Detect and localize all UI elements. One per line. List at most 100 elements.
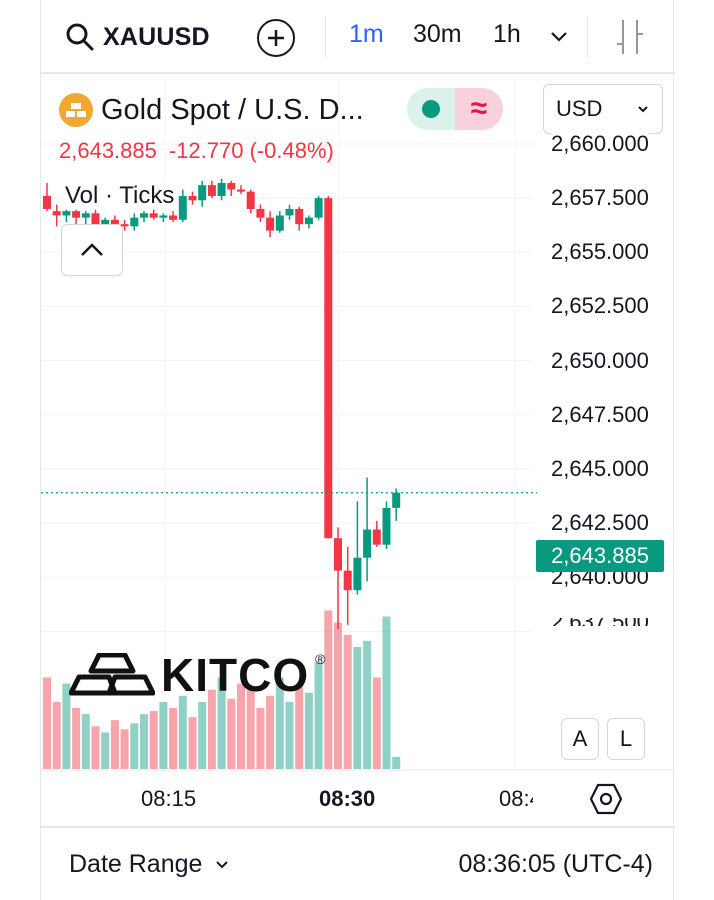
volume-bar: [314, 662, 323, 769]
price-axis-label: 2,647.500: [551, 401, 649, 428]
chevron-down-icon: [216, 860, 229, 868]
candle-body: [217, 182, 226, 196]
candle-body: [324, 198, 333, 539]
candle-body: [275, 215, 284, 231]
volume-bar: [295, 686, 304, 769]
chevron-down-icon[interactable]: [549, 26, 569, 46]
price-axis-label: 2,650.000: [551, 347, 649, 374]
volume-bar: [372, 677, 381, 769]
candle-body: [207, 185, 216, 196]
candle-body: [372, 529, 381, 545]
candle-body: [81, 213, 90, 218]
volume-bar: [169, 708, 178, 769]
candle-body: [198, 185, 207, 201]
log-scale-button[interactable]: L: [607, 718, 645, 760]
volume-bar: [246, 689, 255, 769]
candle-body: [159, 215, 168, 218]
status-dot-icon: [422, 100, 440, 118]
symbol-search[interactable]: XAUUSD: [65, 18, 210, 56]
candle-body: [101, 219, 110, 225]
volume-bar: [207, 689, 216, 769]
top-toolbar: XAUUSD 1m 30m 1h: [41, 0, 675, 74]
currency-value: USD: [556, 96, 603, 121]
chart-pane[interactable]: Gold Spot / U.S. D... ≈ USD 2,643.885 -1…: [41, 76, 675, 824]
volume-bar: [62, 683, 71, 769]
toolbar-divider: [587, 16, 588, 58]
candle-body: [334, 538, 342, 571]
chevron-down-icon: [638, 106, 648, 113]
compare-add-button[interactable]: [257, 19, 295, 57]
chevron-up-icon: [81, 243, 103, 256]
registered-mark: ®: [315, 651, 326, 667]
date-range-button[interactable]: Date Range: [69, 850, 230, 879]
price-change: -12.770: [168, 138, 244, 163]
candle-body: [363, 529, 372, 558]
volume-bar: [120, 729, 129, 769]
time-axis-label: 08:45: [499, 786, 533, 811]
volume-bar: [52, 701, 61, 769]
currency-select[interactable]: USD: [543, 84, 663, 134]
candle-body: [295, 208, 304, 225]
toolbar-divider: [325, 16, 326, 58]
volume-bar: [178, 695, 187, 769]
volume-bar: [304, 692, 313, 769]
candle-body: [343, 570, 352, 591]
auto-scale-button[interactable]: A: [561, 718, 599, 760]
legend-collapse-button[interactable]: [61, 224, 123, 276]
volume-bar: [237, 683, 245, 769]
volume-bar: [72, 708, 81, 769]
candle-body: [62, 211, 71, 216]
candle-body: [227, 182, 236, 190]
price-change-percent: (-0.48%): [249, 138, 334, 163]
interval-1h[interactable]: 1h: [493, 20, 521, 48]
volume-bar: [140, 714, 148, 769]
kitco-wordmark: KITCO: [161, 649, 310, 701]
candle-body: [52, 211, 61, 216]
time-axis-label: 08:30: [319, 786, 376, 811]
plus-icon: [268, 30, 284, 46]
volume-bar: [343, 634, 352, 769]
volume-bar: [275, 677, 284, 769]
volume-bar: [188, 717, 197, 769]
price-axis-label: 2,642.500: [551, 510, 649, 537]
candle-body: [382, 507, 391, 545]
volume-bar: [227, 698, 236, 769]
price-axis-label: 2,652.500: [551, 293, 649, 320]
settings-hexagon-icon[interactable]: [589, 782, 623, 816]
chart-type-bars-icon[interactable]: [613, 18, 647, 56]
candlestick-chart: [41, 76, 675, 771]
candle-body: [237, 189, 245, 192]
volume-bar: [334, 622, 342, 769]
candle-body: [169, 215, 178, 220]
candle-body: [314, 198, 323, 218]
volume-bar: [392, 756, 401, 769]
interval-1m[interactable]: 1m: [349, 20, 384, 48]
volume-bar: [353, 647, 362, 769]
price-axis-label: 2,645.000: [551, 455, 649, 482]
volume-bar: [110, 720, 119, 769]
last-price: 2,643.885: [59, 138, 157, 163]
price-axis-label: 2,655.000: [551, 239, 649, 266]
interval-30m[interactable]: 30m: [413, 20, 462, 48]
market-status[interactable]: ≈: [407, 88, 503, 130]
volume-legend: Vol · Ticks: [61, 182, 179, 210]
volume-bar: [324, 610, 333, 769]
candle-body: [304, 217, 313, 225]
candle-body: [353, 557, 362, 591]
clock-timezone[interactable]: 08:36:05 (UTC-4): [458, 850, 653, 878]
symbol-label: XAUUSD: [103, 22, 210, 51]
candle-body: [285, 208, 294, 216]
price-axis-label: 2,657.500: [551, 185, 649, 212]
candle-body: [256, 208, 265, 218]
candle-body: [392, 492, 401, 508]
candle-body: [43, 195, 51, 209]
volume-bar: [266, 695, 275, 769]
symbol-legend: Gold Spot / U.S. D...: [59, 90, 364, 130]
volume-bar: [285, 701, 294, 769]
candle-body: [246, 191, 255, 209]
current-price-tag: 2,643.885: [536, 540, 664, 572]
volume-bar: [256, 708, 265, 769]
kitco-bars-icon: [69, 653, 155, 696]
time-axis-label: 08:15: [141, 786, 197, 811]
price-change-line: 2,643.885 -12.770 (-0.48%): [59, 138, 334, 164]
